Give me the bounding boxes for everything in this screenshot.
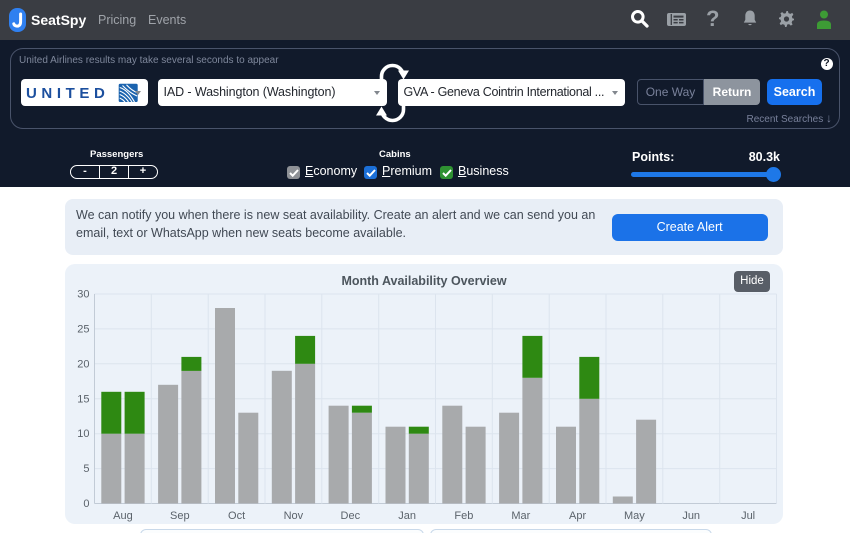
svg-text:May: May [624, 510, 645, 522]
svg-text:Jun: Jun [682, 510, 700, 522]
svg-text:Jul: Jul [741, 510, 755, 522]
svg-text:Nov: Nov [284, 510, 304, 522]
svg-text:Oct: Oct [228, 510, 245, 522]
svg-text:20: 20 [77, 358, 89, 370]
svg-text:Mar: Mar [511, 510, 530, 522]
svg-text:Sep: Sep [170, 510, 190, 522]
svg-text:25: 25 [77, 323, 89, 335]
svg-text:15: 15 [77, 393, 89, 405]
svg-text:30: 30 [77, 289, 89, 301]
svg-text:Aug: Aug [113, 510, 133, 522]
svg-text:Jan: Jan [398, 510, 416, 522]
svg-text:UNITED: UNITED [26, 85, 109, 102]
svg-text:Dec: Dec [341, 510, 361, 522]
svg-text:10: 10 [77, 428, 89, 440]
svg-text:0: 0 [83, 498, 89, 510]
svg-text:Apr: Apr [569, 510, 586, 522]
svg-text:5: 5 [83, 463, 89, 475]
svg-text:Feb: Feb [454, 510, 473, 522]
